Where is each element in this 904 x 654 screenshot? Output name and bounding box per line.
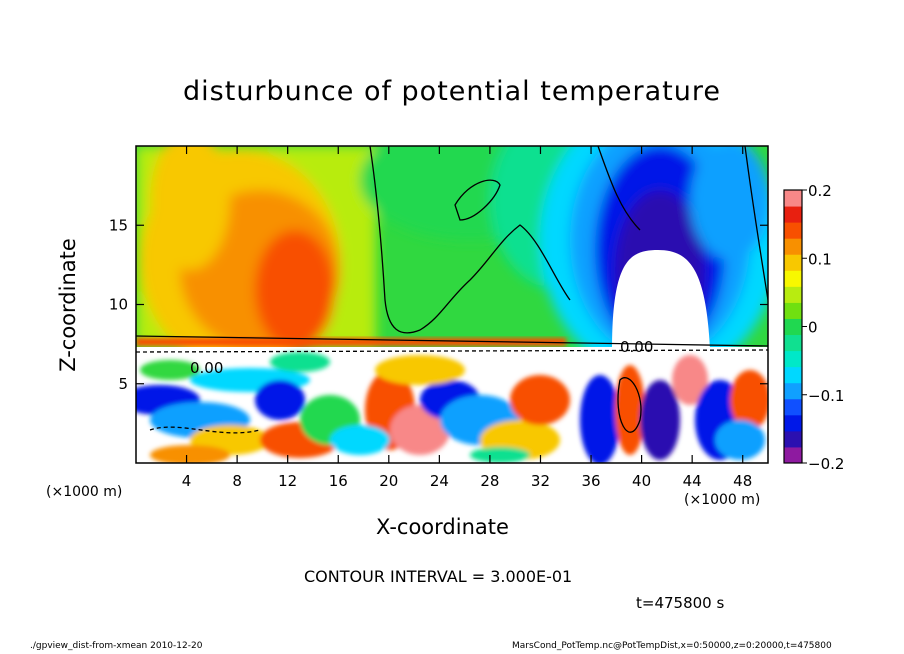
- turbulent-blob: [615, 365, 645, 455]
- warm-region-upper: [150, 146, 230, 270]
- turbulent-blob: [255, 380, 305, 420]
- y-tick-label: 5: [118, 375, 128, 393]
- contour-value-label: 0.00: [620, 338, 653, 356]
- chart-title: disturbunce of potential temperature: [183, 76, 721, 107]
- contour-line: [597, 146, 641, 231]
- x-tick-label: 8: [232, 472, 242, 490]
- contour-value-label: 0.00: [190, 359, 223, 377]
- colorbar-segment: [784, 414, 802, 432]
- lower-layer-blobs: [136, 352, 768, 463]
- contour-closed: [617, 377, 642, 433]
- colorbar-segment: [784, 270, 802, 287]
- colorbar-segment: [784, 238, 802, 255]
- contour-tropopause: [136, 335, 768, 347]
- colorbar-segment: [784, 430, 802, 448]
- contour-lines: [136, 146, 768, 434]
- y-tick-label: 10: [109, 296, 128, 314]
- warm-region-core: [255, 230, 335, 350]
- x-tick-label: 20: [379, 472, 398, 490]
- x-tick-label: 4: [182, 472, 192, 490]
- colorbar-tick-label: 0: [808, 319, 818, 337]
- x-axis-label: X-coordinate: [376, 515, 509, 539]
- turbulent-blob: [140, 360, 200, 380]
- colorbar-segment: [784, 286, 802, 303]
- turbulent-blob: [730, 370, 768, 430]
- colorbar-tick-label: 0.1: [808, 250, 832, 268]
- x-axis-unit-left: (×1000 m): [46, 484, 123, 500]
- colorbar-segment: [784, 398, 802, 416]
- contour-interval-text: CONTOUR INTERVAL = 3.000E-01: [304, 567, 573, 586]
- colorbar-segment: [784, 302, 802, 319]
- heatmap-field: [136, 146, 768, 463]
- colorbar-segment: [784, 446, 802, 464]
- contour-dashed: [136, 349, 768, 353]
- contour-closed: [454, 179, 501, 221]
- colorbar-segment: [784, 206, 802, 223]
- turbulent-blob: [150, 445, 230, 463]
- colorbar-segment: [784, 190, 802, 207]
- contour-dashed: [149, 426, 261, 434]
- x-tick-label: 24: [430, 472, 449, 490]
- footer-file-info: MarsCond_PotTemp.nc@PotTempDist,x=0:5000…: [512, 641, 832, 651]
- turbulent-blob: [640, 380, 680, 460]
- x-tick-label: 28: [480, 472, 499, 490]
- hot-band: [136, 338, 566, 346]
- colorbar-tick-label: −0.1: [808, 387, 844, 405]
- turbulent-blob: [330, 425, 390, 455]
- time-text: t=475800 s: [636, 594, 725, 612]
- footer-script-info: ./gpview_dist-from-xmean 2010-12-20: [30, 641, 203, 651]
- contour-line: [744, 146, 768, 301]
- colorbar-segment: [784, 382, 802, 400]
- turbulent-blob: [390, 405, 450, 455]
- turbulent-blob: [470, 447, 530, 463]
- colorbar-segment: [784, 350, 802, 368]
- turbulent-blob: [580, 375, 620, 463]
- colorbar-segment: [784, 318, 802, 336]
- x-tick-label: 40: [632, 472, 651, 490]
- turbulent-blob: [270, 352, 330, 372]
- turbulent-blob: [510, 375, 570, 425]
- turbulent-blob: [715, 420, 765, 460]
- colorbar-segment: [784, 334, 802, 352]
- turbulent-blob: [375, 355, 465, 385]
- x-tick-label: 44: [683, 472, 702, 490]
- y-tick-label: 15: [109, 216, 128, 234]
- x-tick-label: 12: [278, 472, 297, 490]
- turbulent-blob: [672, 355, 708, 405]
- x-axis-unit-right: (×1000 m): [684, 492, 761, 508]
- x-tick-label: 16: [329, 472, 348, 490]
- colorbar-tick-label: 0.2: [808, 182, 832, 200]
- colorbar-segment: [784, 222, 802, 239]
- contour-line: [369, 146, 571, 334]
- x-tick-label: 32: [531, 472, 550, 490]
- colorbar-segment: [784, 254, 802, 271]
- white-dome: [612, 250, 710, 350]
- colorbar-segment: [784, 366, 802, 384]
- colorbar-tick-label: −0.2: [808, 455, 844, 473]
- x-tick-label: 36: [581, 472, 600, 490]
- x-tick-label: 48: [733, 472, 752, 490]
- cold-region-edge: [690, 146, 768, 260]
- y-axis-label: Z-coordinate: [56, 238, 80, 372]
